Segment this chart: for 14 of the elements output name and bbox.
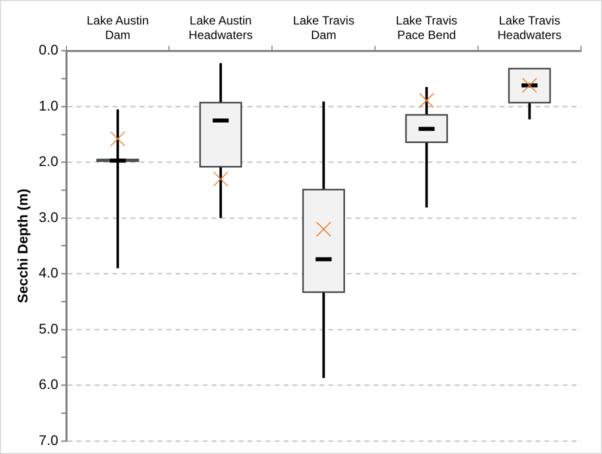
y-tick-label: 2.0 bbox=[38, 153, 58, 170]
y-tick-label: 0.0 bbox=[38, 42, 58, 58]
y-tick-label: 1.0 bbox=[38, 97, 58, 114]
x-tick-label: Lake Travis Pace Bend bbox=[396, 14, 458, 42]
y-tick-label: 3.0 bbox=[38, 208, 58, 225]
x-tick-label: Lake Austin Dam bbox=[86, 14, 149, 42]
y-tick-label: 7.0 bbox=[38, 432, 58, 448]
y-tick-label: 4.0 bbox=[38, 264, 58, 281]
y-tick-label: 5.0 bbox=[38, 320, 58, 336]
y-axis-title: Secchi Depth (m) bbox=[14, 188, 30, 304]
y-tick-label: 6.0 bbox=[38, 376, 58, 392]
x-tick-label: Lake Austin Headwaters bbox=[188, 14, 253, 42]
x-tick-label: Lake Travis Headwaters bbox=[498, 14, 562, 42]
x-tick-label: Lake Travis Dam bbox=[292, 14, 354, 42]
